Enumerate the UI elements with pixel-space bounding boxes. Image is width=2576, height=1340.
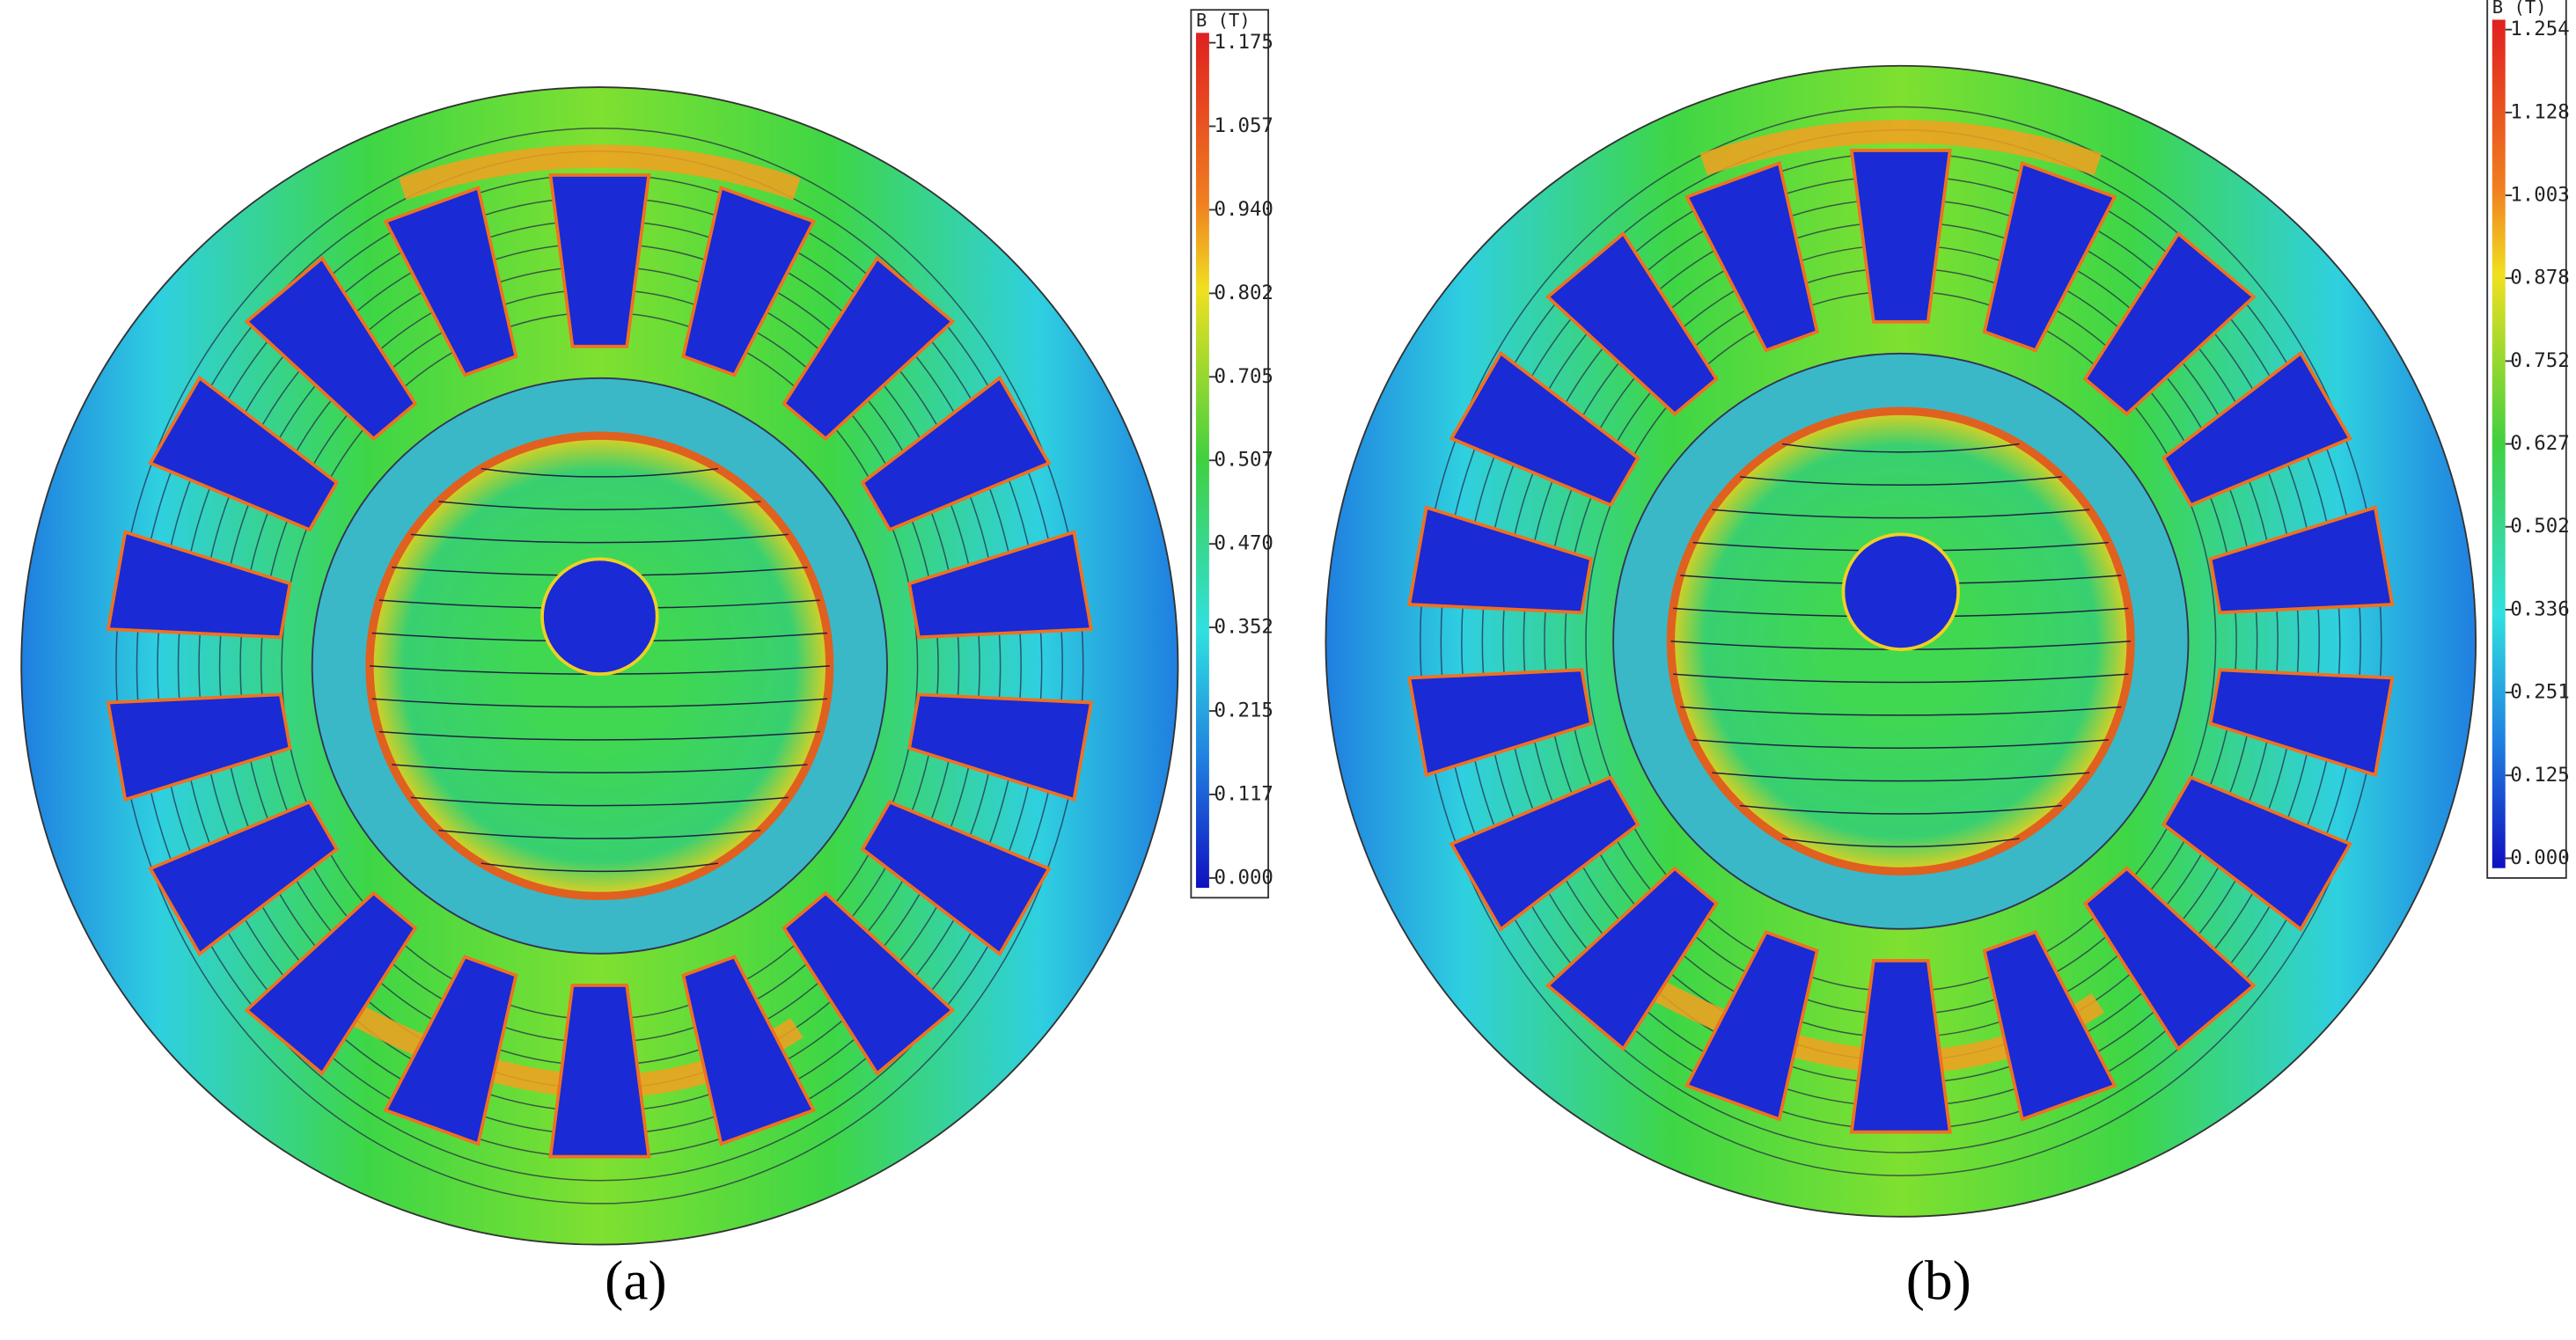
slot	[681, 186, 817, 377]
rotor-flux-line	[1712, 509, 2090, 519]
slot	[1449, 775, 1640, 932]
slot	[383, 955, 518, 1146]
colorbar-tick-label: 0.940	[1214, 198, 1273, 221]
colorbar-tick-label: 0.125	[2510, 764, 2569, 787]
colorbar-tick-label: 0.117	[1214, 782, 1273, 805]
rotor-flux-line	[1782, 838, 2020, 848]
colorbar-tick-label: 0.000	[2510, 846, 2569, 869]
colorbar-tick-label: 0.507	[1214, 449, 1273, 472]
slot	[148, 375, 340, 532]
slot	[2082, 231, 2257, 417]
shaft	[540, 557, 659, 677]
slot	[782, 255, 956, 442]
slot	[2208, 668, 2395, 778]
slot	[782, 890, 956, 1076]
slot	[548, 173, 651, 348]
colorbar-tick-label: 0.705	[1214, 365, 1273, 388]
slot	[907, 692, 1094, 802]
colorbar-tick-label: 1.057	[1214, 114, 1273, 137]
slot	[681, 955, 817, 1146]
slot	[1407, 505, 1594, 615]
slot	[1849, 959, 1952, 1134]
flux-line	[1420, 106, 2382, 1176]
rotor-flux-line	[1782, 443, 2020, 453]
slot	[860, 375, 1052, 532]
motor-panel: B (T)1.175 1.057 0.940 0.802 0.705 0.507 0.470…	[20, 9, 1273, 1311]
colorbar-tick-label: 0.502	[2510, 515, 2569, 538]
slot	[2082, 866, 2257, 1051]
high-flux	[1699, 120, 2102, 176]
rotor-flux-line	[481, 862, 719, 873]
colorbar-tick-label: 0.336	[2510, 597, 2569, 620]
slot	[244, 255, 418, 442]
colorbar-tick-label: 0.352	[1214, 616, 1273, 639]
rotor-flux-line	[1692, 739, 2109, 750]
rotor-flux-line	[410, 796, 789, 807]
colorbar	[2492, 19, 2506, 868]
rotor-flux-line	[410, 533, 789, 544]
colorbar-tick-label: 0.802	[1214, 282, 1273, 304]
colorbar-tick-label: 1.128	[2510, 100, 2569, 123]
rotor-flux-line	[392, 764, 808, 774]
rotor-flux-line	[371, 698, 828, 708]
high-flux	[399, 144, 801, 201]
rotor-flux-line	[1739, 804, 2062, 815]
rotor-flux-line	[378, 730, 820, 741]
shaft	[1841, 532, 1960, 652]
colorbar-tick-label: 0.752	[2510, 349, 2569, 372]
slot	[548, 984, 651, 1159]
slot	[1545, 866, 1719, 1051]
slot	[1449, 350, 1640, 508]
slot	[907, 530, 1094, 640]
rotor-flux-line	[1739, 476, 2062, 487]
slot	[1684, 161, 1819, 353]
rotor-flux-line	[438, 501, 761, 511]
colorbar-title: B (T)	[2492, 0, 2547, 18]
slot	[2208, 505, 2395, 615]
colorbar-tick-label: 0.215	[1214, 699, 1273, 722]
slot	[1407, 668, 1594, 778]
slot	[1982, 930, 2117, 1122]
panel-label: (a)	[605, 1248, 666, 1311]
colorbar-tick-label: 0.627	[2510, 432, 2569, 455]
rotor-flux-line	[1673, 673, 2129, 684]
rotor-flux-line	[438, 829, 761, 839]
flux-line	[115, 128, 1084, 1205]
slot	[860, 800, 1052, 956]
slot	[2161, 775, 2352, 932]
slot	[148, 800, 340, 956]
colorbar-tick-label: 1.175	[1214, 31, 1273, 54]
rotor-flux-line	[481, 467, 719, 478]
motor-panel: B (T)1.254 1.128 1.003 0.878 0.752 0.627 0.502…	[1325, 0, 2570, 1311]
slot	[1545, 231, 1719, 417]
slot	[1684, 930, 1819, 1122]
rotor-flux-line	[1712, 772, 2090, 782]
slot	[383, 186, 518, 377]
colorbar-tick-label: 1.254	[2510, 18, 2569, 40]
rotor-flux-line	[1680, 706, 2122, 716]
colorbar-title: B (T)	[1196, 10, 1251, 31]
panel-label: (b)	[1906, 1248, 1971, 1311]
slot	[106, 530, 292, 640]
slot	[106, 692, 292, 802]
slot	[1982, 161, 2117, 353]
colorbar-tick-label: 0.000	[1214, 866, 1273, 889]
colorbar-tick-label: 1.003	[2510, 183, 2569, 206]
colorbar	[1195, 33, 1209, 889]
colorbar-tick-label: 0.878	[2510, 267, 2569, 289]
slot	[2161, 350, 2352, 508]
colorbar-tick-label: 0.251	[2510, 681, 2569, 704]
slot	[1849, 149, 1952, 324]
slot	[244, 890, 418, 1076]
colorbar-tick-label: 0.470	[1214, 532, 1273, 555]
